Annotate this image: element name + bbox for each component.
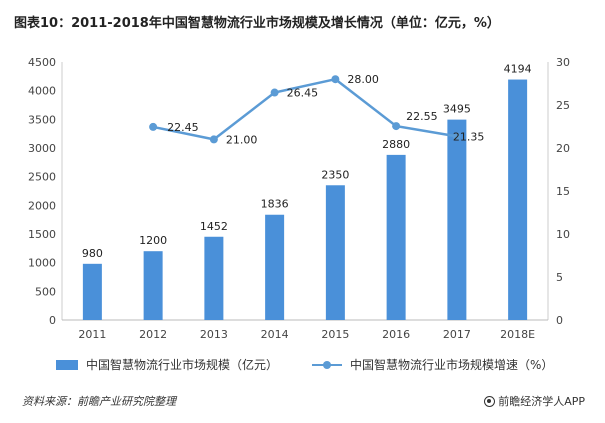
bar (386, 154, 406, 320)
data-labels: 980 1200 1452 1836 2350 2880 3495 4194 22.45 21.0… (82, 63, 532, 260)
legend-label-market-size: 中国智慧物流行业市场规模（亿元） (86, 358, 279, 372)
y-right-tick-label: 15 (556, 185, 570, 198)
y-left-tick-label: 3500 (28, 113, 56, 126)
bar (82, 263, 102, 320)
bar-value-label: 3495 (443, 103, 471, 116)
y-right-tick-label: 10 (556, 228, 570, 241)
legend-item-growth-rate: 中国智慧物流行业市场规模增速（%） (312, 356, 553, 373)
line-point (392, 122, 401, 131)
brand-name: 前瞻经济学人APP (498, 395, 585, 408)
bar (143, 251, 163, 320)
brand-logo-icon (484, 395, 496, 407)
line-value-label: 28.00 (347, 73, 379, 86)
y-right-tick-label: 5 (556, 271, 563, 284)
bar (265, 214, 285, 320)
y-left-tick-label: 4000 (28, 85, 56, 98)
bar-value-label: 1452 (200, 220, 228, 233)
brand-credit: 前瞻经济学人APP (484, 393, 585, 409)
x-tick-label: 2011 (78, 328, 106, 341)
bar-value-label: 4194 (504, 63, 532, 76)
legend-bar-swatch (56, 359, 78, 370)
bar (447, 119, 467, 321)
y-left-tick-label: 1000 (28, 257, 56, 270)
axes: 0 500 1000 1500 2000 2500 3000 3500 4000 4500 0 5 10… (28, 56, 570, 341)
x-tick-label: 2012 (139, 328, 167, 341)
y-left-tick-label: 3000 (28, 142, 56, 155)
y-right-tick-label: 20 (556, 142, 570, 155)
bar-series (82, 79, 528, 321)
line-point (209, 135, 218, 144)
line-series (149, 75, 461, 144)
legend-label-growth-rate: 中国智慧物流行业市场规模增速（%） (350, 358, 554, 372)
line-value-label: 26.45 (287, 87, 319, 100)
x-tick-label: 2016 (382, 328, 410, 341)
y-left-tick-label: 500 (35, 285, 56, 298)
growth-line (152, 77, 458, 141)
legend-line-swatch (312, 360, 343, 370)
y-left-tick-label: 0 (49, 314, 56, 327)
line-value-label: 21.00 (226, 133, 258, 146)
bar-value-label: 2880 (382, 138, 410, 151)
y-left-tick-label: 4500 (28, 56, 56, 69)
y-right-tick-label: 0 (556, 314, 563, 327)
bar-value-label: 1836 (261, 198, 289, 211)
bar-value-label: 2350 (321, 168, 349, 181)
bar-value-label: 1200 (139, 234, 167, 247)
bar-value-label: 980 (82, 247, 103, 260)
y-left-tick-label: 2000 (28, 199, 56, 212)
legend-item-market-size: 中国智慧物流行业市场规模（亿元） (56, 356, 278, 373)
x-tick-label: 2014 (261, 328, 289, 341)
x-tick-label: 2018E (500, 328, 535, 341)
y-left-tick-label: 1500 (28, 228, 56, 241)
bar (325, 185, 345, 320)
bar (508, 79, 528, 320)
x-tick-label: 2015 (321, 328, 349, 341)
line-value-label: 21.35 (453, 130, 485, 143)
x-tick-label: 2013 (200, 328, 228, 341)
line-point (149, 122, 158, 131)
line-point (270, 88, 279, 97)
line-point (331, 75, 340, 84)
line-value-label: 22.45 (167, 121, 199, 134)
line-value-label: 22.55 (406, 110, 438, 123)
legend: 中国智慧物流行业市场规模（亿元） 中国智慧物流行业市场规模增速（%） (56, 356, 553, 373)
y-right-tick-label: 30 (556, 56, 570, 69)
line-point (452, 132, 461, 141)
y-left-tick-label: 2500 (28, 171, 56, 184)
x-tick-label: 2017 (443, 328, 471, 341)
bar (204, 236, 224, 320)
y-right-tick-label: 25 (556, 99, 570, 112)
source-note: 资料来源：前瞻产业研究院整理 (22, 395, 176, 408)
chart-title: 图表10：2011-2018年中国智慧物流行业市场规模及增长情况（单位：亿元，%… (14, 16, 500, 31)
